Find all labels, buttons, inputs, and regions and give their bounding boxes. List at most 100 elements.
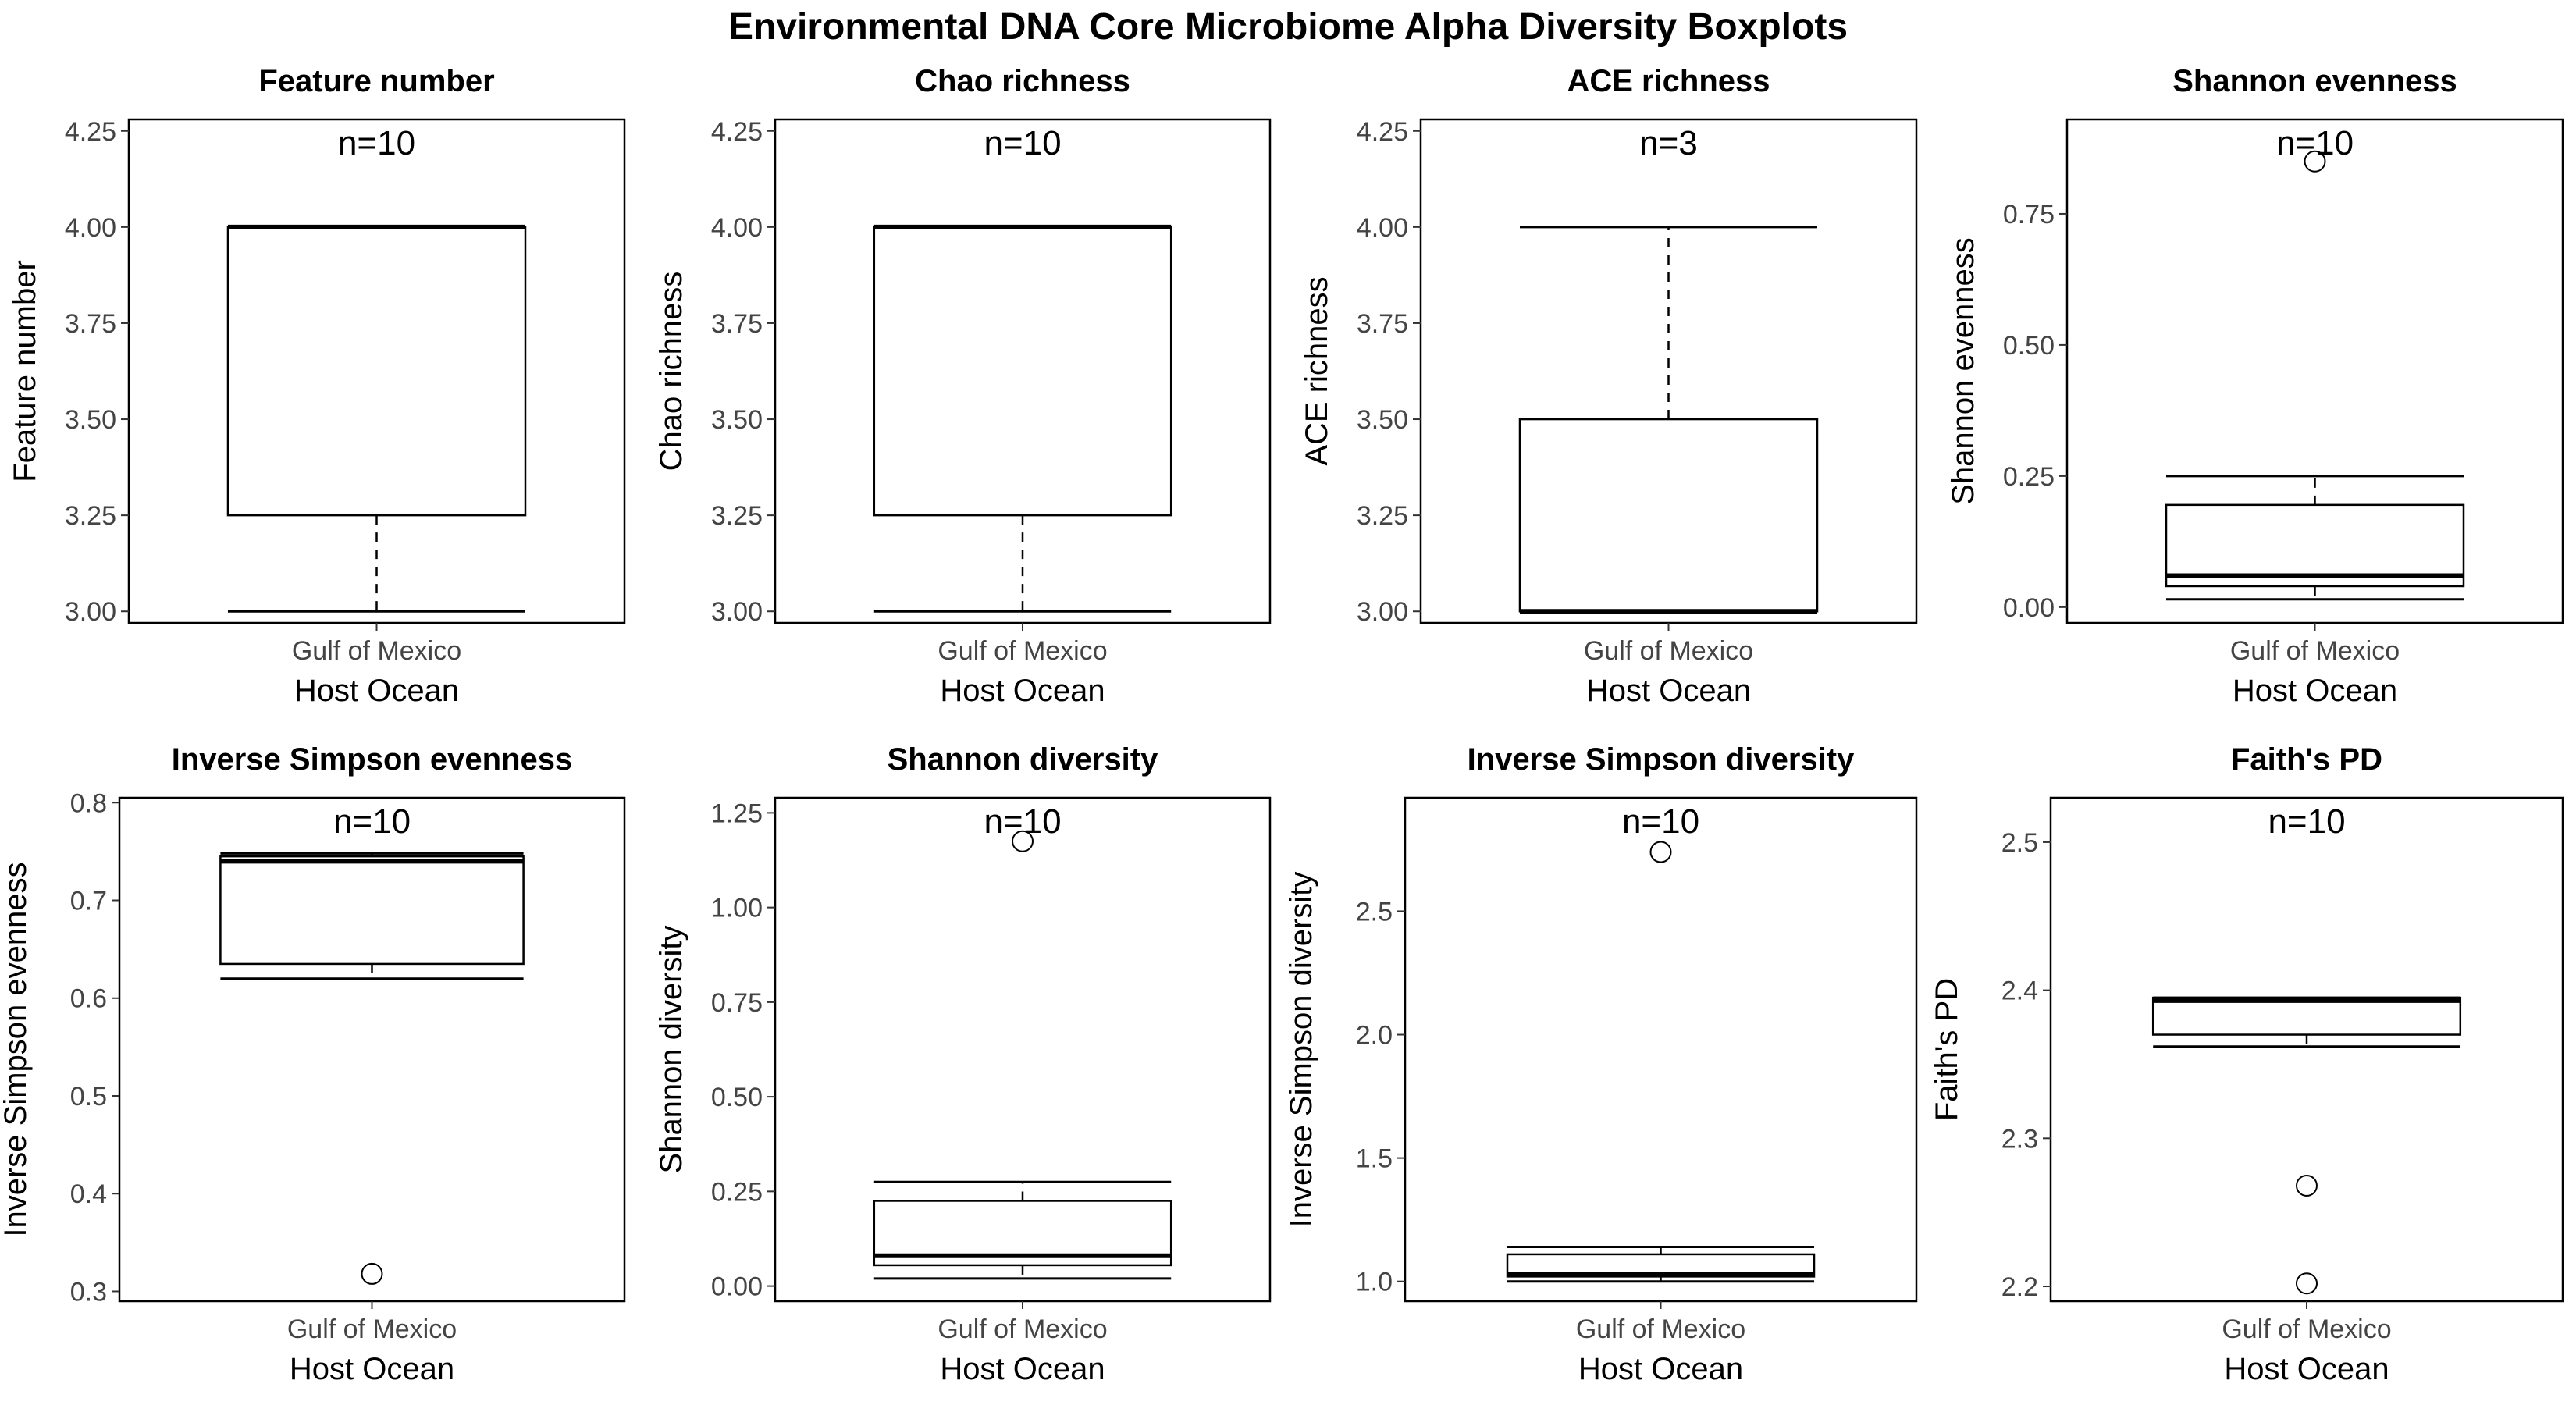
panel-5: Inverse Simpson evenness 0.3 0.4 0.5 0.6 0.7 0…: [0, 742, 626, 1386]
panel-7: Inverse Simpson diversity 1.0 1.5 2.0 2.5 Inv…: [1284, 742, 1918, 1386]
panel-title: Shannon diversity: [888, 742, 1158, 777]
iqr-box: [2151, 996, 2462, 1036]
y-tick-label: 2.0: [1356, 1021, 1393, 1051]
y-tick-label: 4.00: [711, 213, 763, 243]
y-tick-label: 3.25: [65, 501, 116, 531]
y-tick-label: 0.00: [711, 1272, 763, 1302]
sample-size-label: n=10: [984, 124, 1061, 162]
iqr-box: [2165, 503, 2465, 588]
y-tick-label: 3.50: [1357, 405, 1408, 435]
panel-title: Feature number: [258, 64, 494, 98]
y-tick-label: 3.00: [1357, 597, 1408, 627]
panel-6: Shannon diversity 0.00 0.25 0.50 0.75 1.00 1.2…: [654, 742, 1272, 1386]
y-tick-label: 3.50: [65, 405, 116, 435]
x-tick-label: Gulf of Mexico: [292, 636, 461, 666]
x-tick-label: Gulf of Mexico: [2230, 636, 2400, 666]
y-tick-label: 0.8: [70, 788, 107, 818]
y-tick-label: 2.2: [2001, 1272, 2038, 1302]
x-axis-label: Host Ocean: [1578, 1352, 1743, 1386]
y-tick-label: 0.5: [70, 1082, 107, 1112]
panel-3: ACE richness 3.00 3.25 3.50 3.75 4.00 4.25 ACE …: [1300, 64, 1918, 708]
y-tick-label: 0.4: [70, 1179, 107, 1209]
y-tick-label: 0.75: [2003, 200, 2055, 229]
x-tick-label: Gulf of Mexico: [1584, 636, 1753, 666]
y-tick-label: 0.6: [70, 984, 107, 1014]
y-axis-label: Shannon diversity: [654, 926, 688, 1174]
y-tick-label: 4.00: [1357, 213, 1408, 243]
y-tick-label: 0.00: [2003, 593, 2055, 623]
y-tick-label: 3.75: [65, 309, 116, 339]
y-tick-label: 2.5: [1356, 897, 1393, 927]
y-axis-label: Chao richness: [654, 272, 688, 471]
y-tick-label: 4.25: [65, 117, 116, 147]
y-tick-label: 1.0: [1356, 1268, 1393, 1297]
y-tick-label: 4.25: [711, 117, 763, 147]
panel-8: Faith's PD 2.2 2.3 2.4 2.5 Faith's PD Gulf of …: [1930, 742, 2564, 1386]
axis-frame: [2049, 796, 2564, 1303]
outlier-point: [1649, 841, 1672, 863]
panel-title: Shannon evenness: [2172, 64, 2457, 98]
y-axis-label: Faith's PD: [1930, 978, 1964, 1121]
panel-title: Faith's PD: [2231, 742, 2382, 777]
x-axis-label: Host Ocean: [1586, 674, 1751, 708]
panel-title: Inverse Simpson diversity: [1468, 742, 1856, 777]
iqr-box: [226, 226, 527, 517]
x-axis-label: Host Ocean: [2233, 674, 2397, 708]
y-axis-label: Inverse Simpson evenness: [0, 862, 33, 1236]
y-tick-label: 3.25: [1357, 501, 1408, 531]
panels-container: Feature number 3.00 3.25 3.50 3.75 4.00 4.25 Fe…: [0, 64, 2564, 1386]
y-tick-label: 0.3: [70, 1277, 107, 1307]
axis-frame: [1404, 796, 1918, 1303]
y-tick-label: 0.75: [711, 988, 763, 1018]
y-axis-label: Inverse Simpson diversity: [1284, 872, 1318, 1228]
panel-title: Inverse Simpson evenness: [172, 742, 573, 777]
y-tick-label: 1.25: [711, 799, 763, 828]
iqr-box: [873, 226, 1172, 517]
y-tick-label: 0.50: [2003, 331, 2055, 361]
y-tick-label: 0.25: [711, 1177, 763, 1207]
outlier-point: [1012, 830, 1034, 852]
y-tick-label: 0.7: [70, 887, 107, 916]
x-axis-label: Host Ocean: [940, 1352, 1105, 1386]
y-tick-label: 3.75: [711, 309, 763, 339]
y-tick-label: 3.25: [711, 501, 763, 531]
x-axis-label: Host Ocean: [2224, 1352, 2389, 1386]
y-tick-label: 2.5: [2001, 828, 2038, 858]
sample-size-label: n=10: [2276, 124, 2354, 162]
y-tick-label: 3.00: [65, 597, 116, 627]
sample-size-label: n=10: [333, 802, 411, 841]
y-tick-label: 3.00: [711, 597, 763, 627]
sample-size-label: n=10: [1622, 802, 1699, 841]
panel-title: Chao richness: [915, 64, 1130, 98]
y-tick-label: 3.50: [711, 405, 763, 435]
y-tick-label: 0.50: [711, 1083, 763, 1112]
y-axis-label: Feature number: [8, 260, 42, 482]
sample-size-label: n=10: [338, 124, 415, 162]
sample-size-label: n=10: [984, 802, 1061, 841]
y-tick-label: 0.25: [2003, 462, 2055, 492]
panel-4: Shannon evenness 0.00 0.25 0.50 0.75 Shannon …: [1946, 64, 2564, 708]
y-tick-label: 2.3: [2001, 1124, 2038, 1154]
sample-size-label: n=3: [1639, 124, 1698, 162]
panel-title: ACE richness: [1567, 64, 1770, 98]
outlier-point: [361, 1262, 383, 1285]
y-axis-label: Shannon evenness: [1946, 237, 1980, 505]
x-tick-label: Gulf of Mexico: [287, 1314, 457, 1344]
y-axis-label: ACE richness: [1300, 276, 1334, 465]
y-tick-label: 1.5: [1356, 1144, 1393, 1174]
x-tick-label: Gulf of Mexico: [938, 1314, 1107, 1344]
y-tick-label: 1.00: [711, 894, 763, 923]
y-tick-label: 4.00: [65, 213, 116, 243]
outlier-point: [2304, 150, 2326, 173]
outlier-point: [2296, 1175, 2318, 1197]
x-tick-label: Gulf of Mexico: [938, 636, 1107, 666]
y-tick-label: 4.25: [1357, 117, 1408, 147]
outlier-point: [2296, 1272, 2318, 1295]
x-tick-label: Gulf of Mexico: [2222, 1314, 2391, 1344]
y-tick-label: 2.4: [2001, 976, 2038, 1006]
x-axis-label: Host Ocean: [290, 1352, 454, 1386]
x-tick-label: Gulf of Mexico: [1576, 1314, 1745, 1344]
x-axis-label: Host Ocean: [940, 674, 1105, 708]
figure-title: Environmental DNA Core Microbiome Alpha …: [728, 6, 1848, 48]
